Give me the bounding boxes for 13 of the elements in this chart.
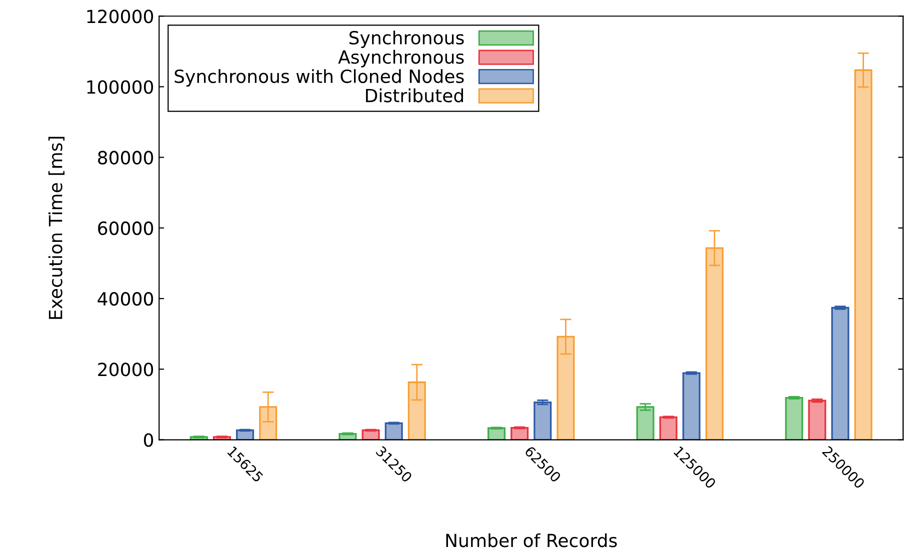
y-tick-label: 0 (144, 433, 154, 447)
y-axis-title: Execution Time [ms] (48, 136, 64, 319)
y-tick-label: 120000 (87, 10, 154, 24)
legend-label: Synchronous (349, 30, 464, 48)
y-tick-label: 20000 (98, 362, 154, 376)
legend-label: Distributed (366, 88, 464, 102)
x-axis-title: Number of Records (446, 533, 617, 548)
y-tick-label: 100000 (87, 80, 154, 94)
legend-label: Synchronous with Cloned Nodes (174, 69, 464, 87)
y-tick-label: 60000 (98, 221, 154, 236)
y-tick-label: 40000 (98, 292, 154, 306)
legend-label: Asynchronous (338, 50, 464, 68)
y-tick-label: 80000 (98, 150, 154, 164)
